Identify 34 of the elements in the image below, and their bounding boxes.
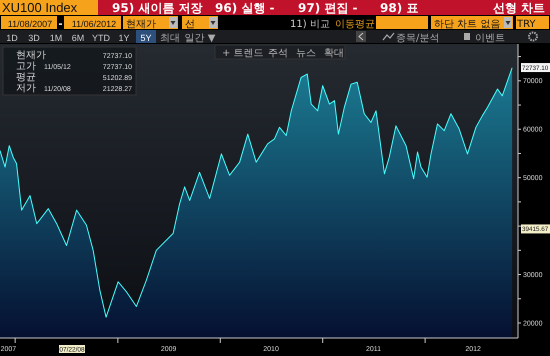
annotation: 현재가 bbox=[16, 50, 46, 61]
text: 6M bbox=[72, 33, 84, 43]
annotation: 평균 bbox=[16, 72, 36, 83]
text: 97) 편집 - bbox=[298, 1, 358, 15]
text: 96) 실행 - bbox=[215, 1, 275, 15]
text: 95) 새이름 저장 bbox=[112, 1, 203, 15]
annotation: 이벤트 bbox=[475, 33, 505, 44]
text: 1Y bbox=[118, 33, 130, 43]
text: 5Y bbox=[140, 33, 152, 43]
text: 현재가 bbox=[126, 19, 156, 30]
annotation: 뉴스 bbox=[296, 48, 316, 59]
text: 11/06/2012 bbox=[72, 19, 116, 29]
chart-title: XU100 Index bbox=[2, 0, 78, 15]
text: 하단 차트 없음 bbox=[434, 19, 500, 30]
text: 11) 비교 bbox=[290, 19, 330, 30]
text: 3D bbox=[28, 33, 40, 43]
text: 1D bbox=[6, 33, 18, 43]
text: TRY bbox=[516, 19, 536, 30]
annotation: 저가 bbox=[16, 83, 36, 94]
text: YTD bbox=[92, 33, 110, 43]
annotation: 확대 bbox=[324, 48, 344, 59]
text: 이동평균 bbox=[335, 19, 375, 30]
text: 98) 표 bbox=[380, 1, 418, 15]
annotation: 주석 bbox=[268, 48, 288, 59]
text: 1M bbox=[50, 33, 62, 43]
annotation: 일간 ▼ bbox=[184, 33, 216, 44]
text: 11/08/2007 bbox=[8, 19, 52, 29]
annotation: 종목/분석 bbox=[396, 33, 440, 44]
text: 선형 차트 bbox=[492, 1, 545, 15]
text: - bbox=[58, 19, 63, 30]
annotation: 최대 bbox=[160, 33, 180, 44]
annotation: 고가 bbox=[16, 61, 36, 72]
text: 선 bbox=[185, 19, 195, 30]
annotation: + 트렌드 bbox=[222, 48, 264, 59]
